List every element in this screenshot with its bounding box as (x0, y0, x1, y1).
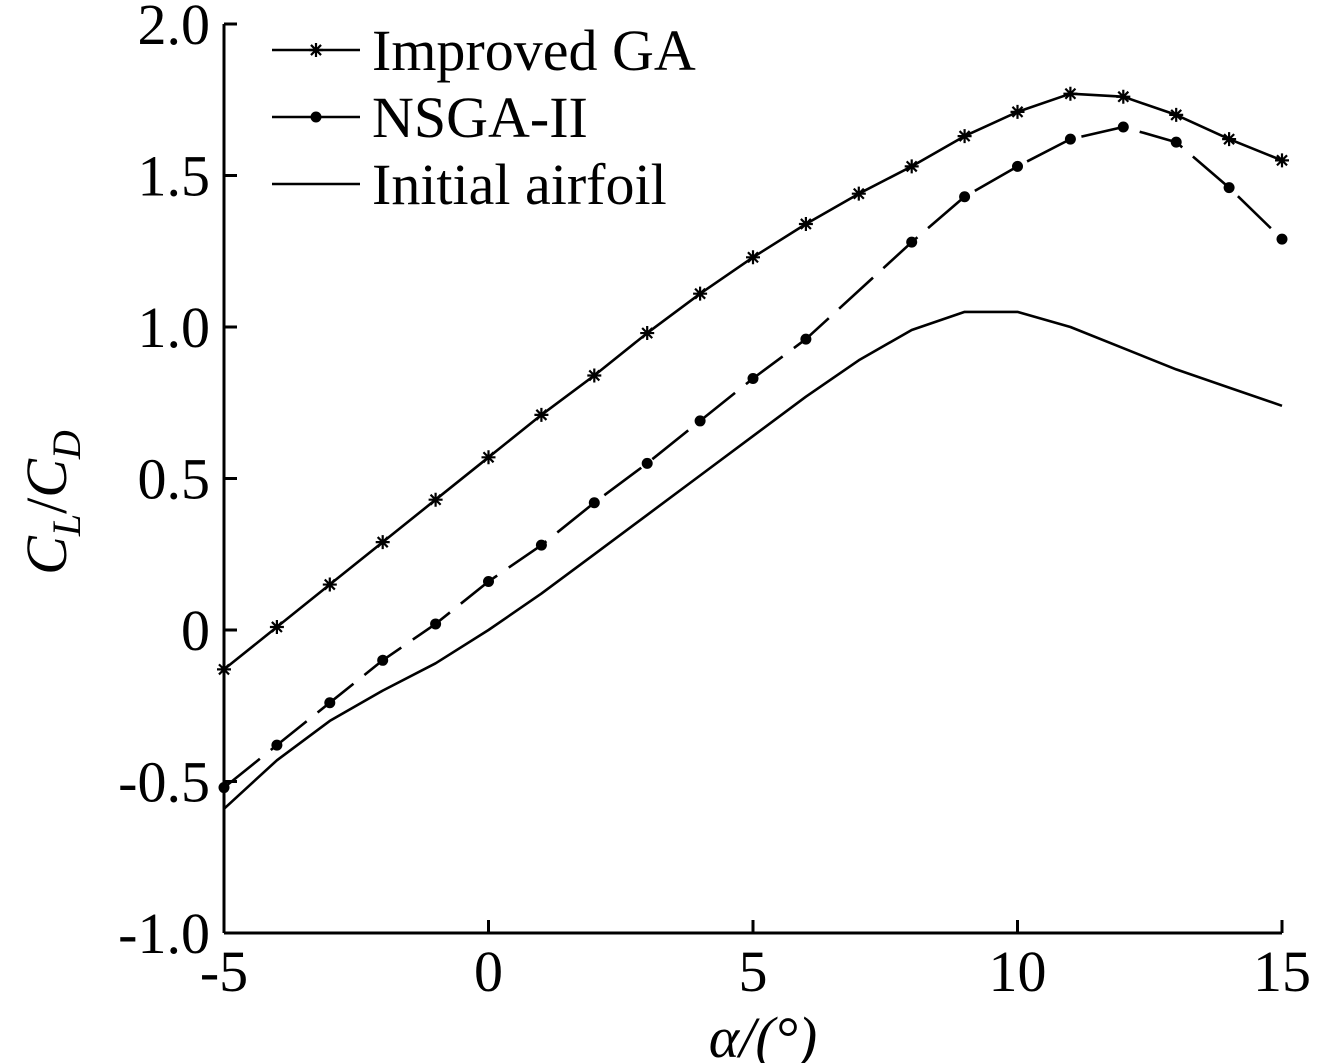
series-line (223, 310, 1283, 810)
legend-label: Initial airfoil (372, 152, 667, 217)
data-point-dot (535, 539, 547, 551)
y-tick-label: 1.5 (138, 144, 211, 209)
data-point-dot (906, 236, 918, 248)
x-tick-label: 5 (739, 939, 768, 1004)
data-point-star (640, 326, 655, 341)
data-point-dot (1064, 133, 1076, 145)
data-point-dot (310, 111, 322, 123)
data-point-star (798, 216, 813, 231)
y-tick-label: 0.5 (138, 447, 211, 512)
series-initial-airfoil (223, 310, 1283, 810)
y-label-base2: C (14, 458, 79, 498)
data-point-dot (1276, 233, 1288, 245)
data-point-star (428, 492, 443, 507)
data-point-dot (800, 333, 812, 345)
series-improved-ga (217, 86, 1289, 677)
data-point-dot (271, 739, 283, 751)
data-point-star (957, 129, 972, 144)
data-point-dot (1223, 182, 1235, 194)
data-point-star (217, 662, 231, 677)
data-point-dot (430, 618, 442, 630)
ticks: -1.0 -0.5 0 0.5 1.0 1.5 2.0 -5 0 5 10 15 (118, 0, 1311, 1004)
y-label-base1: C (14, 535, 79, 575)
data-point-star (1116, 89, 1131, 104)
y-label-slash: / (14, 497, 79, 514)
svg-text:CL/CD: CL/CD (14, 430, 89, 575)
data-point-star (587, 368, 602, 383)
data-point-dot (747, 373, 759, 385)
legend-label: NSGA-II (372, 85, 588, 150)
y-tick-label: 0 (181, 598, 210, 663)
x-tick-label: 15 (1253, 939, 1311, 1004)
legend-item: Improved GA (272, 18, 696, 83)
data-point-dot (218, 782, 230, 794)
y-tick-label: -1.0 (118, 901, 210, 966)
y-axis-label: CL/CD (14, 430, 89, 575)
series-line (223, 125, 1283, 789)
data-point-star (1275, 153, 1289, 168)
data-point-dot (1012, 160, 1023, 172)
x-tick-label: -5 (200, 939, 248, 1004)
data-point-star (309, 43, 323, 57)
data-point-star (322, 577, 337, 592)
data-point-dot (1117, 121, 1129, 133)
legend-label: Improved GA (372, 18, 696, 83)
y-tick-label: -0.5 (118, 750, 210, 815)
data-point-dot (483, 576, 494, 588)
data-point-star (534, 407, 549, 422)
data-point-star (851, 186, 866, 201)
data-point-dot (959, 191, 971, 203)
data-point-star (481, 450, 496, 465)
y-label-sub1: L (44, 514, 89, 537)
data-point-dot (377, 654, 389, 666)
data-point-star (269, 619, 284, 634)
data-point-star (1222, 132, 1237, 147)
series-nsga-ii (218, 121, 1288, 794)
data-point-star (746, 250, 760, 265)
x-tick-label: 0 (474, 939, 503, 1004)
y-tick-label: 1.0 (138, 295, 211, 360)
data-point-dot (588, 497, 600, 509)
x-axis-label: α/(°) (709, 1005, 817, 1063)
y-label-sub2: D (44, 430, 89, 460)
data-point-star (1169, 107, 1184, 122)
data-point-dot (641, 457, 653, 469)
legend-item: Initial airfoil (272, 152, 667, 217)
x-tick-label: 10 (989, 939, 1047, 1004)
data-point-star (904, 159, 919, 174)
y-tick-label: 2.0 (138, 0, 211, 57)
data-point-dot (1170, 136, 1182, 148)
data-point-star (693, 286, 708, 301)
series-layer (217, 86, 1289, 810)
data-point-star (1010, 104, 1025, 119)
legend-item: NSGA-II (272, 85, 588, 150)
data-point-dot (694, 415, 706, 427)
data-point-star (375, 535, 390, 550)
data-point-dot (324, 697, 336, 709)
data-point-star (1063, 86, 1078, 101)
